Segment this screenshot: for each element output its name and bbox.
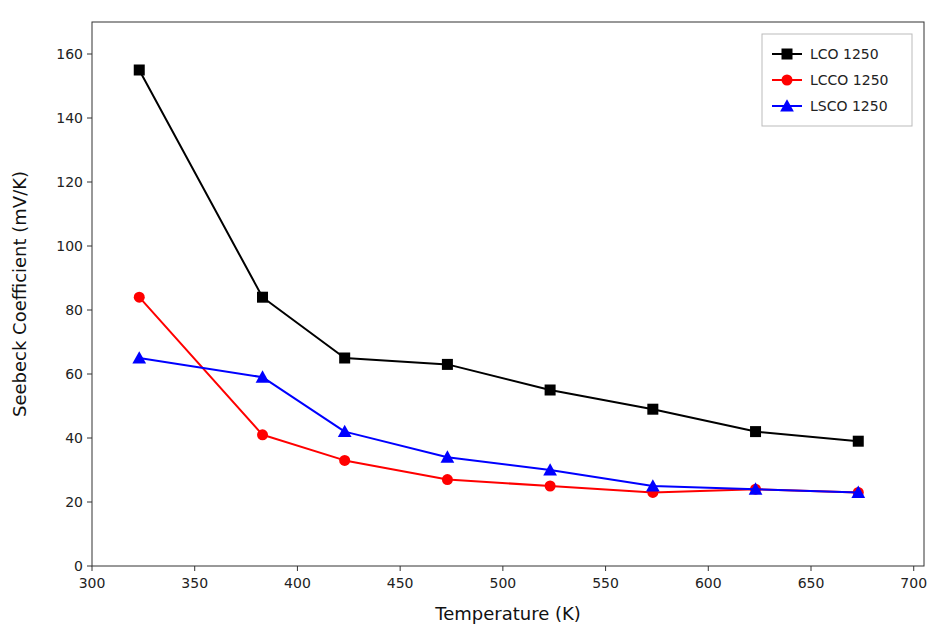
point-marker bbox=[545, 481, 556, 492]
x-tick-label: 700 bbox=[900, 575, 927, 591]
legend-label: LCCO 1250 bbox=[810, 72, 888, 88]
y-tick bbox=[87, 502, 92, 503]
x-tick-label: 350 bbox=[181, 575, 208, 591]
legend-box bbox=[762, 34, 912, 126]
y-tick-label: 20 bbox=[65, 494, 83, 510]
y-tick bbox=[87, 374, 92, 375]
x-tick bbox=[605, 566, 606, 571]
y-tick bbox=[87, 182, 92, 183]
x-axis-label: Temperature (K) bbox=[434, 603, 581, 624]
point-marker bbox=[338, 425, 352, 437]
y-tick bbox=[87, 118, 92, 119]
x-tick-label: 450 bbox=[387, 575, 414, 591]
x-tick-label: 500 bbox=[489, 575, 516, 591]
series-line bbox=[139, 358, 858, 492]
x-tick bbox=[400, 566, 401, 571]
legend-label: LCO 1250 bbox=[810, 46, 879, 62]
x-tick bbox=[708, 566, 709, 571]
point-marker bbox=[257, 292, 268, 303]
point-marker bbox=[339, 353, 350, 364]
point-marker bbox=[545, 385, 556, 396]
x-tick bbox=[502, 566, 503, 571]
point-marker bbox=[132, 351, 146, 363]
point-marker bbox=[257, 429, 268, 440]
y-tick-label: 80 bbox=[65, 302, 83, 318]
x-tick bbox=[913, 566, 914, 571]
legend-marker bbox=[782, 49, 793, 60]
point-marker bbox=[646, 479, 660, 491]
y-tick-label: 120 bbox=[56, 174, 83, 190]
legend-label: LSCO 1250 bbox=[810, 98, 888, 114]
x-tick bbox=[811, 566, 812, 571]
plot-area bbox=[132, 65, 865, 498]
point-marker bbox=[442, 359, 453, 370]
y-tick-label: 140 bbox=[56, 110, 83, 126]
point-marker bbox=[647, 404, 658, 415]
y-tick bbox=[87, 310, 92, 311]
point-marker bbox=[441, 450, 455, 462]
y-tick-label: 40 bbox=[65, 430, 83, 446]
legend-marker bbox=[780, 99, 794, 111]
y-tick-label: 60 bbox=[65, 366, 83, 382]
x-tick bbox=[194, 566, 195, 571]
y-tick bbox=[87, 54, 92, 55]
point-marker bbox=[134, 292, 145, 303]
point-marker bbox=[134, 65, 145, 76]
series-line bbox=[139, 70, 858, 441]
plot-frame bbox=[92, 22, 924, 566]
y-tick-label: 100 bbox=[56, 238, 83, 254]
y-axis-label: Seebeck Coefficient (mV/K) bbox=[9, 171, 30, 417]
chart: 300 350 400 450 500 550 600 650 700 0 20 40 60 80 100 1… bbox=[0, 0, 946, 638]
point-marker bbox=[853, 436, 864, 447]
x-tick-label: 550 bbox=[592, 575, 619, 591]
point-marker bbox=[256, 370, 270, 382]
point-marker bbox=[851, 486, 865, 498]
point-marker bbox=[749, 482, 763, 494]
point-marker bbox=[750, 426, 761, 437]
point-marker bbox=[543, 463, 557, 475]
x-tick-label: 400 bbox=[284, 575, 311, 591]
series-line bbox=[139, 297, 858, 492]
x-tick-label: 600 bbox=[695, 575, 722, 591]
y-tick-label: 0 bbox=[74, 558, 83, 574]
y-tick-label: 160 bbox=[56, 46, 83, 62]
x-tick bbox=[92, 566, 93, 571]
legend: LCO 1250 LCCO 1250 LSCO 1250 bbox=[762, 34, 912, 126]
y-tick bbox=[87, 438, 92, 439]
point-marker bbox=[442, 474, 453, 485]
x-tick-label: 300 bbox=[79, 575, 106, 591]
y-tick bbox=[87, 566, 92, 567]
x-tick bbox=[297, 566, 298, 571]
point-marker bbox=[339, 455, 350, 466]
y-tick bbox=[87, 246, 92, 247]
legend-marker bbox=[782, 75, 793, 86]
x-tick-label: 650 bbox=[798, 575, 825, 591]
